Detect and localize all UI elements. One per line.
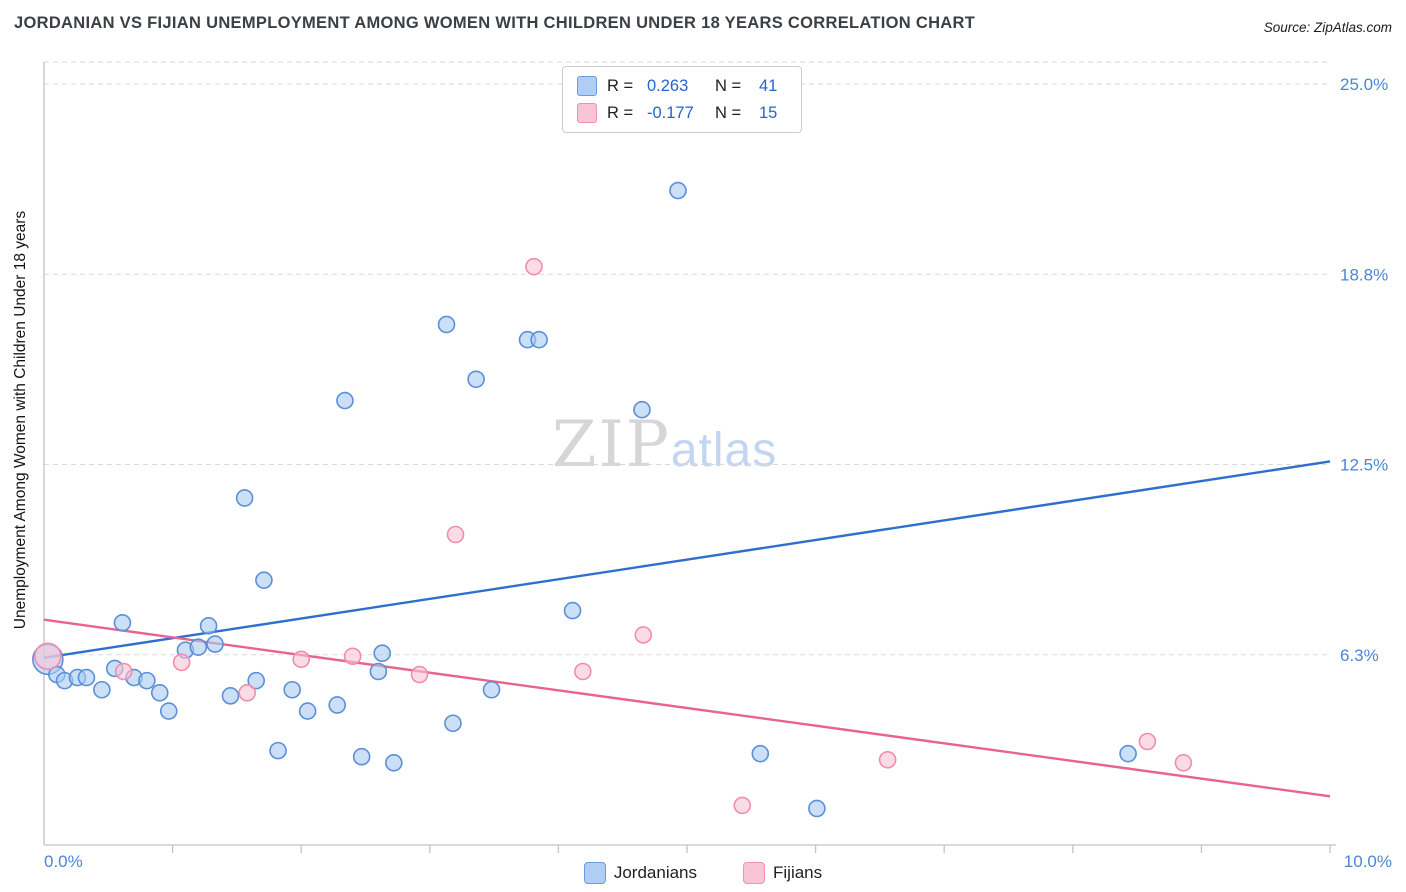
jordanians-point (352, 747, 371, 766)
n-label: N = (715, 76, 742, 95)
jordanians-point (255, 571, 273, 589)
fijians-point (410, 665, 429, 684)
jordanians-point (482, 680, 501, 699)
fijians-point (1174, 754, 1193, 772)
fijians-legend-label: Fijians (773, 863, 823, 882)
jordanians-point (633, 400, 651, 419)
fijians-point (574, 662, 592, 681)
fijians-point (34, 642, 62, 671)
fijians-point (292, 650, 311, 669)
fijians-point (878, 750, 897, 769)
legend-item-jordanians: Jordanians (583, 862, 698, 884)
fijians-point (525, 257, 543, 276)
jordanians-legend-label: Jordanians (613, 863, 698, 882)
watermark-atlas-text: atlas (670, 424, 778, 477)
jordanians-point (138, 671, 156, 690)
jordanians-point (298, 702, 317, 720)
jordanians-point (150, 683, 169, 702)
jordanians-point (159, 702, 178, 720)
jordanians-point (247, 671, 265, 690)
fijians-point (238, 683, 256, 702)
legend-item-fijians: Fijians (743, 862, 822, 884)
jordanians-point (77, 668, 96, 687)
y-tick-label: 12.5% (1340, 456, 1388, 475)
n-label: N = (715, 103, 742, 122)
stats-row-fijians: R = -0.177 N = 15 (577, 103, 787, 123)
jordanians-point (336, 391, 354, 410)
fijians-point (343, 647, 362, 666)
fijians-point (1138, 732, 1157, 751)
x-axis-min-label: 0.0% (44, 852, 83, 871)
jordanians-legend-swatch-icon (583, 862, 606, 884)
bottom-legend: Jordanians Fijians (0, 862, 1406, 884)
fijians-swatch-icon (577, 103, 597, 123)
stats-row-jordanians: R = 0.263 N = 41 (577, 76, 787, 96)
jordanians-point (530, 330, 548, 349)
jordanians-trend-line (43, 460, 1331, 659)
jordanians-point (283, 680, 301, 699)
r-value-jordanians: 0.263 (647, 76, 689, 95)
fijians-point (172, 653, 191, 672)
r-value-fijians: -0.177 (647, 103, 694, 122)
jordanians-point (669, 181, 687, 200)
jordanians-point (444, 714, 462, 733)
jordanians-point (113, 613, 132, 632)
zipatlas-watermark: ZIP atlas (552, 408, 777, 482)
jordanians-point (467, 370, 485, 389)
fijians-point (733, 796, 752, 815)
jordanians-point (206, 635, 224, 653)
jordanians-point (199, 617, 218, 635)
fijians-point (446, 525, 465, 544)
jordanians-point (369, 662, 388, 681)
fijians-point (634, 626, 653, 644)
y-tick-label: 6.3% (1340, 646, 1379, 665)
watermark-zip-text: ZIP (552, 408, 671, 482)
y-tick-label: 18.8% (1340, 265, 1388, 284)
jordanians-point (1119, 744, 1137, 763)
jordanians-point (437, 315, 456, 334)
stats-legend-box: R = 0.263 N = 41 R = -0.177 N = 15 (562, 66, 802, 133)
jordanians-point (189, 638, 208, 656)
jordanians-point (373, 644, 392, 663)
page-title: JORDANIAN VS FIJIAN UNEMPLOYMENT AMONG W… (14, 14, 976, 32)
jordanians-point (808, 799, 826, 818)
source-label: Source: ZipAtlas.com (1263, 20, 1392, 35)
n-value-jordanians: 41 (759, 76, 778, 95)
jordanians-point (563, 601, 582, 620)
jordanians-point (269, 741, 287, 760)
r-label: R = (607, 103, 634, 122)
x-axis-max-label: 10.0% (1343, 852, 1392, 871)
fijians-legend-swatch-icon (743, 862, 766, 884)
fijians-trend-line (43, 618, 1331, 798)
jordanians-point (751, 744, 770, 763)
jordanians-point (384, 754, 403, 772)
r-label: R = (607, 76, 634, 95)
jordanians-swatch-icon (577, 76, 597, 96)
jordanians-point (328, 696, 347, 714)
n-value-fijians: 15 (759, 103, 778, 122)
y-tick-label: 25.0% (1340, 75, 1388, 94)
fijians-point (114, 662, 133, 681)
jordanians-point (235, 489, 254, 507)
jordanians-point (221, 687, 240, 705)
jordanians-point (93, 680, 111, 699)
